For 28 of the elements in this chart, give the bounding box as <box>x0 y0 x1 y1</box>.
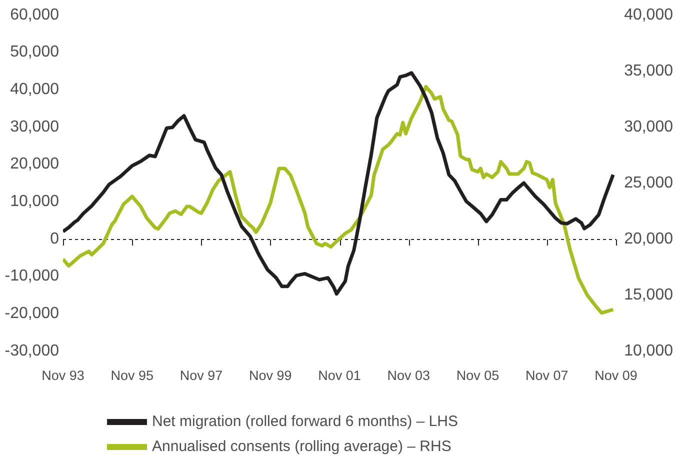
y-tick-label: 20,000 <box>10 156 60 173</box>
legend-label: Net migration (rolled forward 6 months) – LHS <box>152 413 458 430</box>
x-tick-label: Nov 03 <box>387 368 430 383</box>
y-tick-label: 10,000 <box>10 193 60 210</box>
x-tick-label: Nov 95 <box>110 368 154 383</box>
x-tick-label: Nov 97 <box>180 368 223 383</box>
y-tick-label: -30,000 <box>4 342 60 360</box>
x-tick-label: Nov 01 <box>318 368 361 383</box>
y-tick-label: -20,000 <box>4 305 60 322</box>
y2-tick-label: 20,000 <box>624 230 674 248</box>
x-tick-label: Nov 93 <box>42 368 84 383</box>
x-tick-label: Nov 07 <box>525 368 568 383</box>
y-tick-label: 0 <box>50 230 60 248</box>
legend-label: Annualised consents (rolling average) – RHS <box>152 438 452 455</box>
x-tick-label: Nov 09 <box>594 368 638 383</box>
y-tick-label: -10,000 <box>4 268 60 285</box>
y-tick-label: 60,000 <box>10 6 60 24</box>
y2-tick-label: 10,000 <box>624 342 674 360</box>
y2-tick-label: 35,000 <box>624 62 674 80</box>
x-tick-label: Nov 99 <box>248 368 292 383</box>
x-tick-label: Nov 05 <box>456 368 500 383</box>
y2-tick-label: 15,000 <box>624 286 674 304</box>
y-tick-label: 30,000 <box>10 118 60 136</box>
y2-tick-label: 30,000 <box>624 118 674 136</box>
y-tick-label: 40,000 <box>10 81 60 98</box>
y2-tick-label: 25,000 <box>624 174 674 192</box>
y-tick-label: 50,000 <box>10 44 60 61</box>
y2-tick-label: 40,000 <box>624 6 674 24</box>
